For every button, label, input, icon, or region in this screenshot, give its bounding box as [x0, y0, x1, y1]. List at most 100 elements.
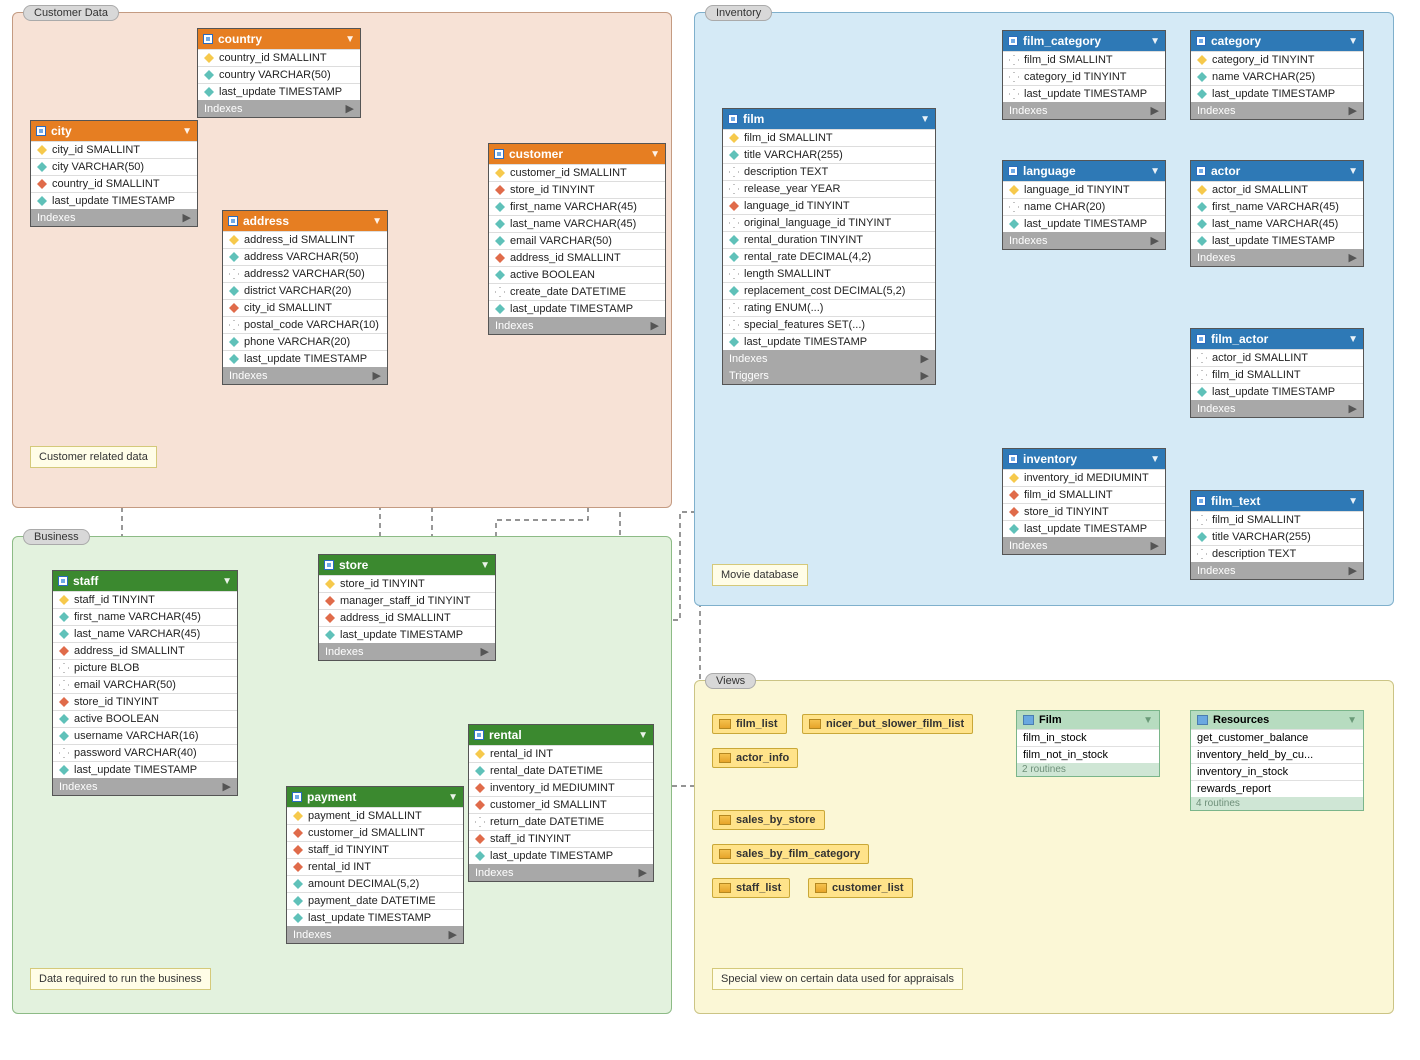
table-column[interactable]: email VARCHAR(50) — [53, 676, 237, 693]
table-column[interactable]: first_name VARCHAR(45) — [489, 198, 665, 215]
table-column[interactable]: postal_code VARCHAR(10) — [223, 316, 387, 333]
table-column[interactable]: username VARCHAR(16) — [53, 727, 237, 744]
table-column[interactable]: district VARCHAR(20) — [223, 282, 387, 299]
table-country[interactable]: country▼country_id SMALLINTcountry VARCH… — [197, 28, 361, 118]
chevron-down-icon[interactable]: ▼ — [1348, 166, 1358, 177]
table-film_actor[interactable]: film_actor▼actor_id SMALLINTfilm_id SMAL… — [1190, 328, 1364, 418]
table-actor[interactable]: actor▼actor_id SMALLINTfirst_name VARCHA… — [1190, 160, 1364, 267]
table-column[interactable]: last_name VARCHAR(45) — [1191, 215, 1363, 232]
table-column[interactable]: last_update TIMESTAMP — [1003, 215, 1165, 232]
table-column[interactable]: last_update TIMESTAMP — [287, 909, 463, 926]
table-column[interactable]: address_id SMALLINT — [53, 642, 237, 659]
view-nicer-but-slower-film-list[interactable]: nicer_but_slower_film_list — [802, 714, 973, 734]
view-staff-list[interactable]: staff_list — [712, 878, 790, 898]
table-film[interactable]: film▼film_id SMALLINTtitle VARCHAR(255)d… — [722, 108, 936, 385]
chevron-down-icon[interactable]: ▼ — [372, 216, 382, 227]
table-column[interactable]: amount DECIMAL(5,2) — [287, 875, 463, 892]
routine-item[interactable]: get_customer_balance — [1191, 729, 1363, 746]
table-header[interactable]: rental▼ — [469, 725, 653, 745]
table-rental[interactable]: rental▼rental_id INTrental_date DATETIME… — [468, 724, 654, 882]
table-column[interactable]: store_id TINYINT — [489, 181, 665, 198]
table-column[interactable]: rental_rate DECIMAL(4,2) — [723, 248, 935, 265]
table-header[interactable]: payment▼ — [287, 787, 463, 807]
table-section-indexes[interactable]: Indexes▶ — [1191, 562, 1363, 579]
routine-item[interactable]: rewards_report — [1191, 780, 1363, 797]
table-column[interactable]: rating ENUM(...) — [723, 299, 935, 316]
table-section-indexes[interactable]: Indexes▶ — [319, 643, 495, 660]
table-column[interactable]: film_id SMALLINT — [723, 129, 935, 146]
table-column[interactable]: staff_id TINYINT — [287, 841, 463, 858]
chevron-down-icon[interactable]: ▼ — [1347, 715, 1357, 726]
table-column[interactable]: active BOOLEAN — [53, 710, 237, 727]
table-column[interactable]: payment_id SMALLINT — [287, 807, 463, 824]
table-header[interactable]: country▼ — [198, 29, 360, 49]
routine-header[interactable]: Film▼ — [1017, 711, 1159, 729]
table-column[interactable]: actor_id SMALLINT — [1191, 181, 1363, 198]
table-column[interactable]: last_update TIMESTAMP — [1003, 520, 1165, 537]
table-column[interactable]: film_id SMALLINT — [1191, 366, 1363, 383]
table-column[interactable]: original_language_id TINYINT — [723, 214, 935, 231]
table-column[interactable]: language_id TINYINT — [1003, 181, 1165, 198]
table-column[interactable]: last_update TIMESTAMP — [223, 350, 387, 367]
table-header[interactable]: actor▼ — [1191, 161, 1363, 181]
routine-group-film[interactable]: Film▼film_in_stockfilm_not_in_stock2 rou… — [1016, 710, 1160, 777]
chevron-down-icon[interactable]: ▼ — [1150, 454, 1160, 465]
table-column[interactable]: active BOOLEAN — [489, 266, 665, 283]
table-store[interactable]: store▼store_id TINYINTmanager_staff_id T… — [318, 554, 496, 661]
table-column[interactable]: customer_id SMALLINT — [469, 796, 653, 813]
table-inventory[interactable]: inventory▼inventory_id MEDIUMINTfilm_id … — [1002, 448, 1166, 555]
table-column[interactable]: store_id TINYINT — [1003, 503, 1165, 520]
table-column[interactable]: last_update TIMESTAMP — [1003, 85, 1165, 102]
chevron-down-icon[interactable]: ▼ — [480, 560, 490, 571]
table-column[interactable]: address_id SMALLINT — [319, 609, 495, 626]
chevron-down-icon[interactable]: ▼ — [345, 34, 355, 45]
table-header[interactable]: film_category▼ — [1003, 31, 1165, 51]
table-column[interactable]: category_id TINYINT — [1191, 51, 1363, 68]
table-section-indexes[interactable]: Indexes▶ — [1003, 102, 1165, 119]
table-column[interactable]: last_update TIMESTAMP — [198, 83, 360, 100]
table-section-indexes[interactable]: Indexes▶ — [1003, 232, 1165, 249]
table-header[interactable]: inventory▼ — [1003, 449, 1165, 469]
table-column[interactable]: length SMALLINT — [723, 265, 935, 282]
routine-group-resources[interactable]: Resources▼get_customer_balanceinventory_… — [1190, 710, 1364, 811]
table-column[interactable]: inventory_id MEDIUMINT — [1003, 469, 1165, 486]
chevron-down-icon[interactable]: ▼ — [1348, 36, 1358, 47]
table-column[interactable]: last_name VARCHAR(45) — [53, 625, 237, 642]
table-column[interactable]: category_id TINYINT — [1003, 68, 1165, 85]
table-section-indexes[interactable]: Indexes▶ — [223, 367, 387, 384]
table-header[interactable]: language▼ — [1003, 161, 1165, 181]
table-header[interactable]: film_text▼ — [1191, 491, 1363, 511]
table-column[interactable]: last_update TIMESTAMP — [469, 847, 653, 864]
table-column[interactable]: city_id SMALLINT — [223, 299, 387, 316]
routine-item[interactable]: inventory_in_stock — [1191, 763, 1363, 780]
table-column[interactable]: create_date DATETIME — [489, 283, 665, 300]
table-column[interactable]: city_id SMALLINT — [31, 141, 197, 158]
table-header[interactable]: store▼ — [319, 555, 495, 575]
table-column[interactable]: city VARCHAR(50) — [31, 158, 197, 175]
table-column[interactable]: password VARCHAR(40) — [53, 744, 237, 761]
table-column[interactable]: name CHAR(20) — [1003, 198, 1165, 215]
table-section-indexes[interactable]: Indexes▶ — [1003, 537, 1165, 554]
view-sales-by-film-category[interactable]: sales_by_film_category — [712, 844, 869, 864]
table-column[interactable]: address_id SMALLINT — [223, 231, 387, 248]
table-city[interactable]: city▼city_id SMALLINTcity VARCHAR(50)cou… — [30, 120, 198, 227]
table-column[interactable]: film_id SMALLINT — [1003, 486, 1165, 503]
table-column[interactable]: store_id TINYINT — [53, 693, 237, 710]
table-section-indexes[interactable]: Indexes▶ — [1191, 400, 1363, 417]
table-column[interactable]: payment_date DATETIME — [287, 892, 463, 909]
table-column[interactable]: manager_staff_id TINYINT — [319, 592, 495, 609]
table-column[interactable]: special_features SET(...) — [723, 316, 935, 333]
view-film-list[interactable]: film_list — [712, 714, 787, 734]
table-header[interactable]: address▼ — [223, 211, 387, 231]
routine-header[interactable]: Resources▼ — [1191, 711, 1363, 729]
table-column[interactable]: last_update TIMESTAMP — [53, 761, 237, 778]
table-column[interactable]: country_id SMALLINT — [198, 49, 360, 66]
table-column[interactable]: country VARCHAR(50) — [198, 66, 360, 83]
chevron-down-icon[interactable]: ▼ — [182, 126, 192, 137]
table-column[interactable]: customer_id SMALLINT — [489, 164, 665, 181]
table-column[interactable]: film_id SMALLINT — [1191, 511, 1363, 528]
table-column[interactable]: staff_id TINYINT — [53, 591, 237, 608]
table-header[interactable]: category▼ — [1191, 31, 1363, 51]
table-column[interactable]: customer_id SMALLINT — [287, 824, 463, 841]
routine-item[interactable]: inventory_held_by_cu... — [1191, 746, 1363, 763]
